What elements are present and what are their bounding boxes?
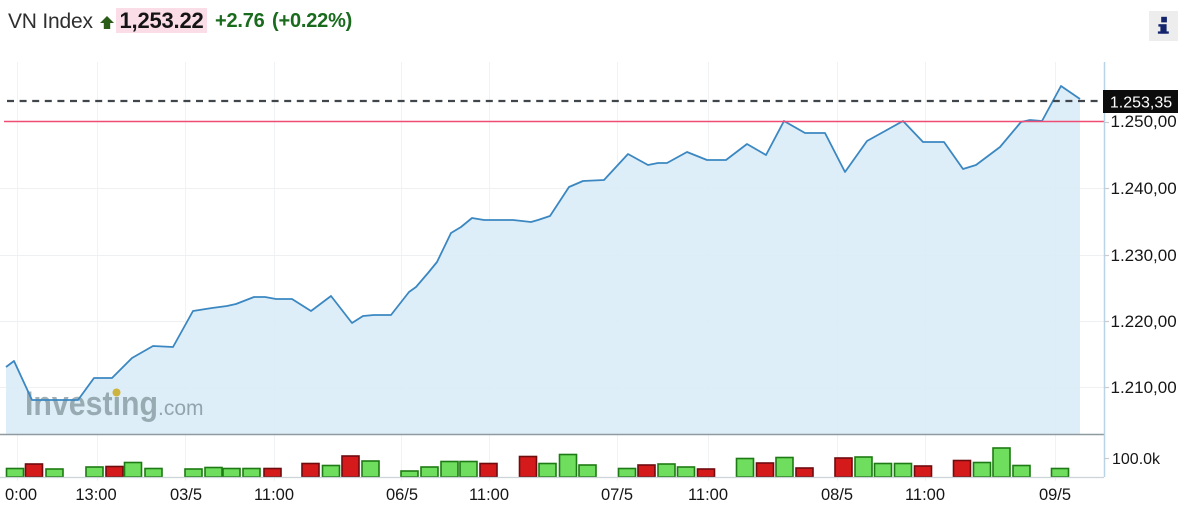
svg-text:11:00: 11:00	[469, 486, 509, 504]
svg-text:09/5: 09/5	[1039, 486, 1071, 504]
svg-text:08/5: 08/5	[821, 486, 853, 504]
svg-text:03/5: 03/5	[170, 486, 202, 504]
svg-text:1.253,35: 1.253,35	[1110, 95, 1172, 112]
svg-text:13:00: 13:00	[75, 486, 116, 504]
svg-text:06/5: 06/5	[386, 486, 418, 504]
svg-text:1.240,00: 1.240,00	[1111, 179, 1177, 198]
svg-text:07/5: 07/5	[601, 486, 633, 504]
svg-text:1.230,00: 1.230,00	[1111, 246, 1177, 265]
svg-text:0:00: 0:00	[5, 486, 37, 504]
svg-text:1.220,00: 1.220,00	[1111, 312, 1177, 331]
svg-text:11:00: 11:00	[905, 486, 945, 504]
svg-text:1.210,00: 1.210,00	[1111, 378, 1177, 397]
svg-text:11:00: 11:00	[254, 486, 294, 504]
svg-text:100.0k: 100.0k	[1112, 451, 1161, 468]
svg-text:1.250,00: 1.250,00	[1111, 112, 1177, 131]
svg-text:11:00: 11:00	[688, 486, 728, 504]
svg-text:Investing: Investing	[25, 385, 158, 423]
svg-text:.com: .com	[158, 397, 204, 420]
